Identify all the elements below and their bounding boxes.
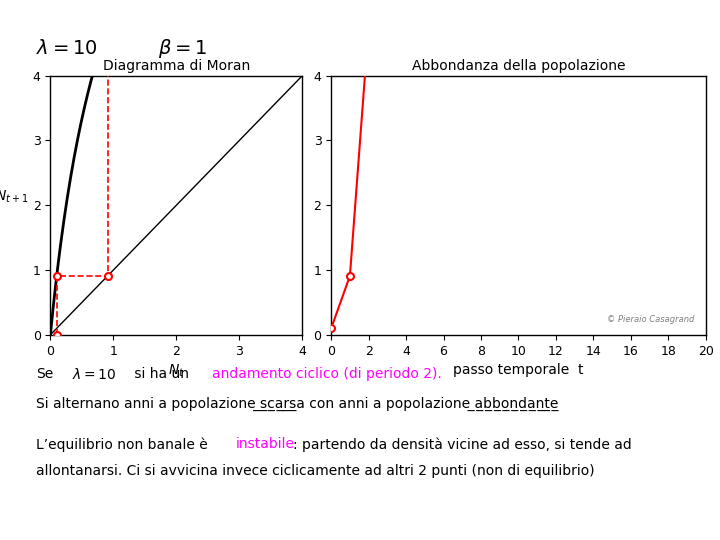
Y-axis label: $N_{t+1}$: $N_{t+1}$	[0, 189, 29, 205]
X-axis label: passo temporale  t: passo temporale t	[453, 363, 584, 377]
Text: Si alternano anni a popolazione ̲s̲c̲a̲r̲s̲a con anni a popolazione ̲a̲b̲b̲o̲n̲d: Si alternano anni a popolazione ̲s̲c̲a̲r…	[36, 397, 559, 411]
Text: $\beta = 1$: $\beta = 1$	[158, 37, 207, 60]
Title: Diagramma di Moran: Diagramma di Moran	[103, 59, 250, 73]
Text: instabile: instabile	[235, 437, 294, 451]
Text: Se: Se	[36, 367, 53, 381]
Text: : partendo da densità vicine ad esso, si tende ad: : partendo da densità vicine ad esso, si…	[293, 437, 631, 452]
Text: $\lambda = 10$: $\lambda = 10$	[36, 39, 98, 58]
Text: andamento ciclico (di periodo 2).: andamento ciclico (di periodo 2).	[212, 367, 442, 381]
Text: $\lambda = 10$: $\lambda = 10$	[72, 367, 117, 382]
Title: Abbondanza della popolazione: Abbondanza della popolazione	[412, 59, 625, 73]
Text: L’equilibrio non banale è: L’equilibrio non banale è	[36, 437, 212, 452]
Text: allontanarsi. Ci si avvicina invece ciclicamente ad altri 2 punti (non di equili: allontanarsi. Ci si avvicina invece cicl…	[36, 464, 595, 478]
Text: si ha un: si ha un	[130, 367, 193, 381]
Text: © Pieraio Casagrand: © Pieraio Casagrand	[607, 315, 694, 325]
X-axis label: $N_t$: $N_t$	[168, 363, 184, 380]
